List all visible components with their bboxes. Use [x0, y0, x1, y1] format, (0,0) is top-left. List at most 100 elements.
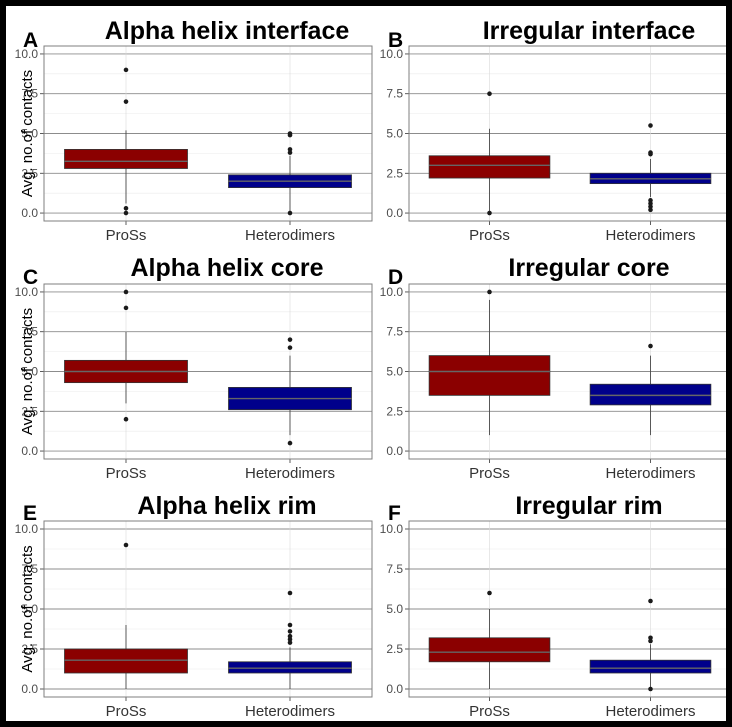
outlier-point	[123, 542, 129, 548]
outlier-point	[648, 201, 653, 206]
outlier-point	[287, 633, 293, 639]
outlier-point	[487, 590, 492, 596]
y-tick-label: 7.5	[386, 325, 403, 339]
outlier-point	[287, 440, 293, 446]
box-pross	[64, 149, 188, 169]
y-axis-label: Avg. no.of contacts	[19, 70, 36, 197]
outlier-point	[287, 147, 293, 152]
outlier-point	[287, 590, 293, 596]
outlier-point	[123, 67, 129, 73]
box-heterodimers	[228, 661, 352, 674]
outlier-point	[123, 99, 129, 104]
x-category-label: Heterodimers	[605, 703, 695, 720]
y-tick-label: 2.5	[21, 166, 38, 180]
panel-letter: D	[388, 266, 403, 289]
outlier-point	[123, 305, 129, 311]
box-pross	[428, 355, 551, 396]
y-tick-label: 10.0	[380, 522, 404, 536]
y-tick-label: 0.0	[21, 682, 38, 696]
y-tick-label: 10.0	[15, 285, 39, 299]
outlier-point	[287, 150, 293, 155]
y-tick-label: 5.0	[386, 127, 403, 141]
panel-letter: B	[388, 29, 403, 52]
x-category-label: Heterodimers	[245, 703, 335, 720]
box-pross	[428, 637, 551, 663]
box-pross	[64, 648, 188, 674]
outlier-point	[287, 337, 293, 342]
x-category-label: ProSs	[469, 465, 510, 482]
box-plot-figure: 0.0 2.5 5.0 7.5 10.0 ProSs Heterodimers Alpha h…	[15, 17, 732, 720]
y-tick-label: 7.5	[21, 325, 38, 339]
panel-title: Irregular rim	[515, 492, 662, 520]
panel-b: 0.0 2.5 5.0 7.5 10.0 ProSs Heterodimers Irregul…	[380, 17, 732, 244]
y-tick-label: 10.0	[380, 285, 404, 299]
outlier-point	[287, 210, 293, 216]
panel-a: 0.0 2.5 5.0 7.5 10.0 ProSs Heterodimers Alpha h…	[15, 17, 373, 244]
outlier-point	[648, 638, 653, 644]
y-tick-label: 5.0	[21, 127, 38, 141]
box-heterodimers	[589, 383, 712, 406]
outlier-point	[648, 207, 653, 213]
x-category-label: ProSs	[106, 465, 147, 482]
panel-title: Alpha helix interface	[105, 17, 350, 45]
y-tick-label: 0.0	[386, 444, 403, 458]
y-tick-label: 0.0	[386, 206, 403, 220]
panel-letter: C	[23, 266, 38, 289]
outlier-point	[648, 151, 653, 157]
y-tick-label: 7.5	[21, 87, 38, 101]
panel-title: Irregular interface	[483, 17, 696, 45]
x-category-label: Heterodimers	[605, 227, 695, 244]
figure-canvas: 0.0 2.5 5.0 7.5 10.0 ProSs Heterodimers Alpha h…	[6, 6, 732, 721]
outlier-point	[123, 289, 129, 295]
y-tick-label: 7.5	[386, 562, 403, 576]
panel-c: 0.0 2.5 5.0 7.5 10.0 ProSs Heterodimers Alpha h…	[15, 254, 373, 482]
outlier-point	[287, 622, 293, 628]
x-category-label: ProSs	[469, 703, 510, 720]
y-tick-label: 7.5	[386, 87, 403, 101]
panel-e: 0.0 2.5 5.0 7.5 10.0 ProSs Heterodimers Alpha h…	[15, 492, 373, 720]
x-category-label: ProSs	[106, 227, 147, 244]
y-tick-label: 2.5	[21, 642, 38, 656]
outlier-point	[123, 205, 129, 211]
y-tick-label: 5.0	[21, 365, 38, 379]
y-tick-label: 5.0	[386, 602, 403, 616]
y-tick-label: 10.0	[380, 47, 404, 61]
y-axis-label: Avg. no.of contacts	[19, 308, 36, 435]
y-tick-label: 7.5	[21, 562, 38, 576]
outlier-point	[648, 123, 653, 128]
y-tick-label: 2.5	[386, 642, 403, 656]
panel-title: Irregular core	[508, 254, 669, 282]
y-tick-label: 0.0	[21, 444, 38, 458]
panel-letter: F	[388, 502, 401, 525]
box-heterodimers	[589, 659, 712, 674]
x-category-label: Heterodimers	[245, 227, 335, 244]
outlier-point	[287, 637, 293, 642]
outlier-point	[648, 686, 653, 692]
x-category-label: ProSs	[106, 703, 147, 720]
outlier-point	[648, 198, 653, 203]
outlier-point	[287, 629, 293, 634]
panel-title: Alpha helix core	[130, 254, 323, 282]
y-tick-label: 2.5	[386, 166, 403, 180]
outlier-point	[487, 289, 492, 295]
outlier-point	[287, 640, 293, 645]
plot-border	[43, 520, 373, 698]
plot-border	[43, 283, 373, 460]
outlier-point	[648, 598, 653, 604]
panel-letter: A	[23, 29, 38, 52]
panel-letter: E	[23, 502, 37, 525]
panel-f: 0.0 2.5 5.0 7.5 10.0 ProSs Heterodimers Irregul…	[380, 492, 732, 720]
outlier-point	[123, 210, 129, 216]
outlier-point	[487, 210, 492, 216]
panel-d: 0.0 2.5 5.0 7.5 10.0 ProSs Heterodimers Irregul…	[380, 254, 732, 482]
outlier-point	[487, 91, 492, 97]
y-tick-label: 5.0	[21, 602, 38, 616]
y-tick-label: 0.0	[21, 206, 38, 220]
y-tick-label: 10.0	[15, 47, 39, 61]
outlier-point	[648, 343, 653, 349]
x-category-label: Heterodimers	[245, 465, 335, 482]
outlier-point	[648, 204, 653, 209]
y-axis-label: Avg. no.of contacts	[19, 545, 36, 672]
x-category-label: Heterodimers	[605, 465, 695, 482]
